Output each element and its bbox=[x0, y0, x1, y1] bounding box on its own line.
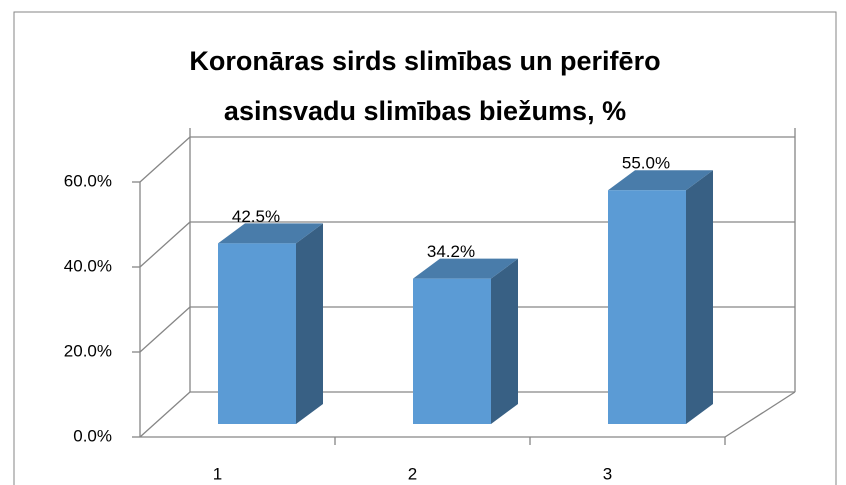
x-tick-label: 2 bbox=[408, 464, 417, 483]
grid-line bbox=[139, 391, 191, 438]
bar-top bbox=[608, 170, 713, 191]
x-tick-label: 1 bbox=[213, 464, 222, 483]
chart-title: Koronāras sirds slimības un perifēro asi… bbox=[189, 46, 661, 126]
bar-side bbox=[296, 223, 323, 424]
bar bbox=[413, 278, 491, 424]
y-tick-label: 20.0% bbox=[64, 341, 112, 360]
y-tick-label: 40.0% bbox=[64, 256, 112, 275]
x-tick-label: 3 bbox=[603, 464, 612, 483]
data-label: 34.2% bbox=[427, 242, 475, 261]
grid-line bbox=[139, 136, 191, 183]
floor-edge bbox=[724, 391, 796, 438]
chart-border bbox=[13, 11, 837, 485]
y-tick-label: 60.0% bbox=[64, 171, 112, 190]
data-label: 55.0% bbox=[622, 154, 670, 173]
bar bbox=[218, 243, 296, 424]
data-label: 42.5% bbox=[232, 207, 280, 226]
grid-line bbox=[139, 306, 191, 353]
y-tick-label: 0.0% bbox=[73, 426, 112, 445]
bar-side bbox=[491, 258, 518, 424]
bar-top bbox=[218, 223, 323, 244]
grid-line bbox=[139, 221, 191, 268]
bar-top bbox=[413, 258, 518, 279]
bar bbox=[608, 190, 686, 424]
bar-side bbox=[686, 170, 713, 424]
